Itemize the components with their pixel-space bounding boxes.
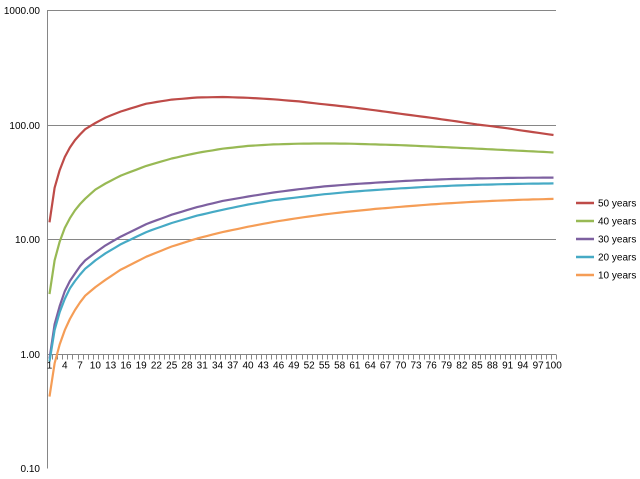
- x-tick-label: 25: [166, 361, 178, 372]
- x-tick-label: 61: [349, 361, 361, 372]
- x-tick-label: 31: [197, 361, 209, 372]
- y-tick-label: 1000.00: [4, 6, 41, 17]
- x-tick-label: 10: [90, 361, 102, 372]
- legend-entry: 10 years: [598, 271, 636, 282]
- y-tick-label: 0.10: [21, 464, 41, 475]
- x-tick-label: 1: [47, 361, 53, 372]
- x-tick-label: 13: [105, 361, 117, 372]
- legend-entry: 20 years: [598, 253, 636, 264]
- x-tick-label: 7: [77, 361, 83, 372]
- x-tick-label: 28: [181, 361, 193, 372]
- x-tick-label: 64: [365, 361, 377, 372]
- x-tick-label: 16: [120, 361, 132, 372]
- x-tick-label: 52: [304, 361, 316, 372]
- series-line: [48, 142, 554, 295]
- x-tick-label: 46: [273, 361, 285, 372]
- x-tick-label: 4: [62, 361, 68, 372]
- y-tick-label: 10.00: [15, 235, 40, 246]
- x-tick-label: 67: [380, 361, 392, 372]
- x-tick-label: 70: [395, 361, 407, 372]
- series-line: [48, 182, 554, 362]
- x-tick-label: 94: [517, 361, 529, 372]
- chart-grid: [47, 10, 556, 355]
- legend-entry: 30 years: [598, 235, 636, 246]
- x-tick-label: 73: [410, 361, 422, 372]
- x-tick-label: 91: [502, 361, 514, 372]
- x-tick-label: 37: [227, 361, 239, 372]
- series-line: [48, 176, 554, 359]
- legend-entry: 50 years: [598, 199, 636, 210]
- x-tick-label: 22: [151, 361, 163, 372]
- legend-entry: 40 years: [598, 217, 636, 228]
- x-tick-label: 76: [426, 361, 438, 372]
- series-line: [48, 95, 554, 223]
- x-tick-label: 58: [334, 361, 346, 372]
- series-line: [48, 197, 554, 397]
- x-tick-label: 82: [456, 361, 468, 372]
- x-tick-label: 97: [533, 361, 545, 372]
- y-tick-label: 100.00: [9, 121, 40, 132]
- x-tick-label: 88: [487, 361, 499, 372]
- x-tick-label: 40: [242, 361, 254, 372]
- x-tick-label: 49: [288, 361, 300, 372]
- x-tick-label: 55: [319, 361, 331, 372]
- x-tick-label: 85: [472, 361, 484, 372]
- chart-series: [48, 95, 554, 397]
- x-tick-label: 19: [136, 361, 148, 372]
- x-tick-label: 34: [212, 361, 224, 372]
- x-tick-label: 79: [441, 361, 453, 372]
- chart-legend: 50 years 40 years 30 years 20 years 10 years: [576, 199, 636, 282]
- y-tick-label: 1.00: [21, 350, 41, 361]
- x-tick-label: 43: [258, 361, 270, 372]
- x-tick-label: 100: [545, 361, 562, 372]
